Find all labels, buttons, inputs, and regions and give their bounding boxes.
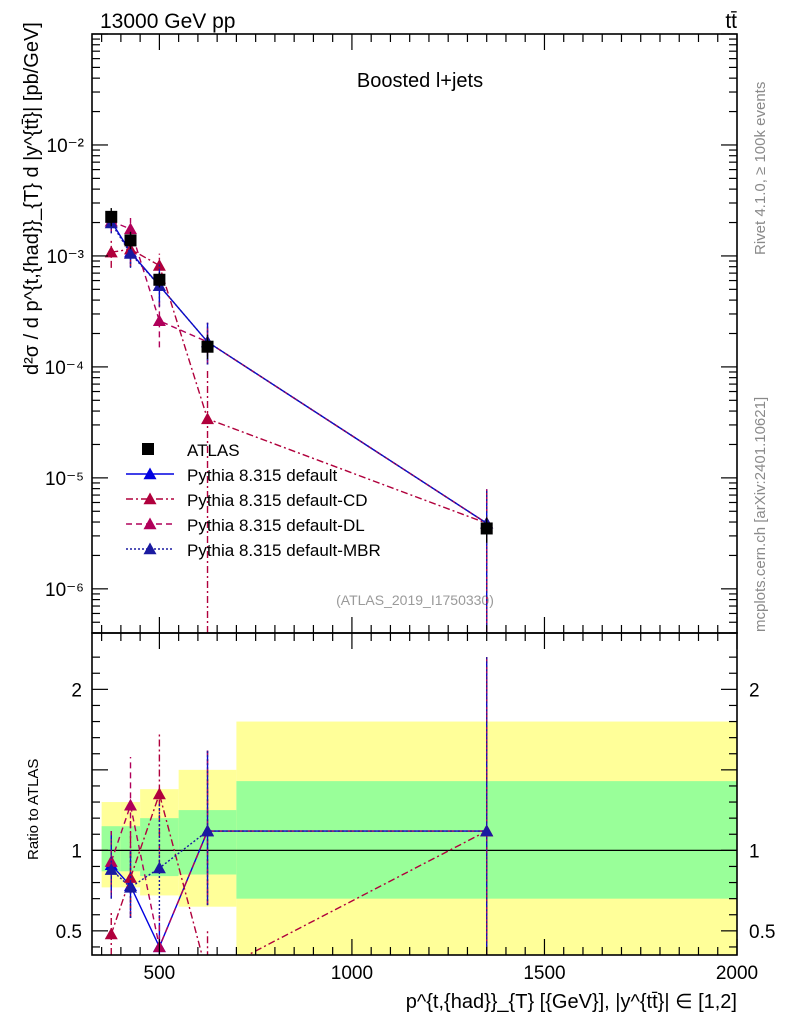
x-tick-label: 1500 bbox=[523, 963, 565, 984]
process-label: tt̄ bbox=[725, 10, 737, 33]
y-axis-label-ratio: Ratio to ATLAS bbox=[25, 759, 42, 860]
legend-marker bbox=[143, 467, 157, 480]
series-point bbox=[152, 314, 166, 327]
series-point bbox=[480, 824, 494, 837]
data-point bbox=[124, 234, 137, 247]
y-tick-label-main: 10⁻⁵ bbox=[45, 469, 84, 490]
y-tick-label-main: 10⁻² bbox=[47, 136, 85, 157]
y-tick-label-ratio-right: 1 bbox=[749, 841, 760, 862]
legend-label: Pythia 8.315 default-CD bbox=[187, 491, 368, 510]
series-point bbox=[124, 798, 138, 811]
energy-label: 13000 GeV pp bbox=[100, 10, 235, 33]
x-tick-label: 1000 bbox=[331, 963, 373, 984]
axis-ticks: 10⁻⁶ 10⁻⁵ 10⁻⁴ 10⁻³ 10⁻² 0.5 0.5 1 1 2 2 500 1000 150… bbox=[45, 33, 775, 984]
series-point bbox=[201, 412, 215, 425]
y-tick-label-main: 10⁻⁶ bbox=[45, 580, 84, 601]
legend-marker bbox=[143, 492, 157, 505]
series-point bbox=[124, 247, 138, 259]
x-axis-label: p^{t,{had}}_{T} [{GeV}], |y^{tt̄}| ∈ [1,… bbox=[406, 991, 737, 1013]
ratio-frame bbox=[91, 632, 738, 956]
watermark: (ATLAS_2019_I1750330) bbox=[336, 592, 494, 608]
y-tick-label-ratio: 1 bbox=[71, 841, 82, 862]
legend: ATLAS Pythia 8.315 default Pythia 8.315 de… bbox=[126, 441, 381, 560]
y-axis-label-main: d²σ / d p^{t,{had}}_{T} d |y^{tt̄}| [pb/… bbox=[21, 22, 43, 375]
y-tick-label-ratio-right: 2 bbox=[749, 680, 760, 701]
data-point bbox=[201, 340, 214, 353]
data-point bbox=[153, 273, 166, 286]
legend-label: Pythia 8.315 default bbox=[187, 466, 338, 485]
main-series bbox=[104, 208, 494, 633]
side-label-top: Rivet 4.1.0, ≥ 100k events bbox=[752, 82, 769, 255]
series-line-1 bbox=[110, 791, 488, 955]
data-point bbox=[480, 522, 493, 535]
data-point bbox=[105, 210, 118, 223]
series-point bbox=[124, 880, 138, 893]
y-tick-label-main: 10⁻⁴ bbox=[45, 358, 84, 379]
ratio-bands bbox=[92, 721, 737, 955]
series-point bbox=[201, 969, 214, 981]
series-point bbox=[104, 927, 118, 940]
legend-marker-data bbox=[142, 443, 154, 455]
series-point bbox=[201, 824, 215, 837]
series-point bbox=[152, 787, 166, 800]
plot-title: Boosted l+jets bbox=[357, 70, 483, 92]
x-tick-label: 500 bbox=[144, 963, 176, 984]
y-tick-label-ratio-right: 0.5 bbox=[749, 922, 775, 943]
side-label-bottom: mcplots.cern.ch [arXiv:2401.10621] bbox=[752, 397, 769, 632]
legend-marker bbox=[143, 517, 157, 530]
legend-label: ATLAS bbox=[187, 441, 240, 460]
series-point bbox=[104, 245, 118, 258]
series-point bbox=[124, 222, 138, 235]
series-point bbox=[104, 863, 118, 875]
band-green bbox=[120, 826, 141, 872]
y-tick-label-ratio: 0.5 bbox=[56, 922, 82, 943]
y-tick-label-main: 10⁻³ bbox=[47, 247, 85, 268]
series-point bbox=[152, 861, 166, 874]
series-line-4 bbox=[110, 222, 488, 524]
x-tick-label: 2000 bbox=[716, 963, 758, 984]
legend-label: Pythia 8.315 default-DL bbox=[187, 516, 365, 535]
y-tick-label-ratio: 2 bbox=[71, 680, 82, 701]
legend-label: Pythia 8.315 default-MBR bbox=[187, 541, 381, 560]
legend-marker bbox=[143, 542, 157, 555]
